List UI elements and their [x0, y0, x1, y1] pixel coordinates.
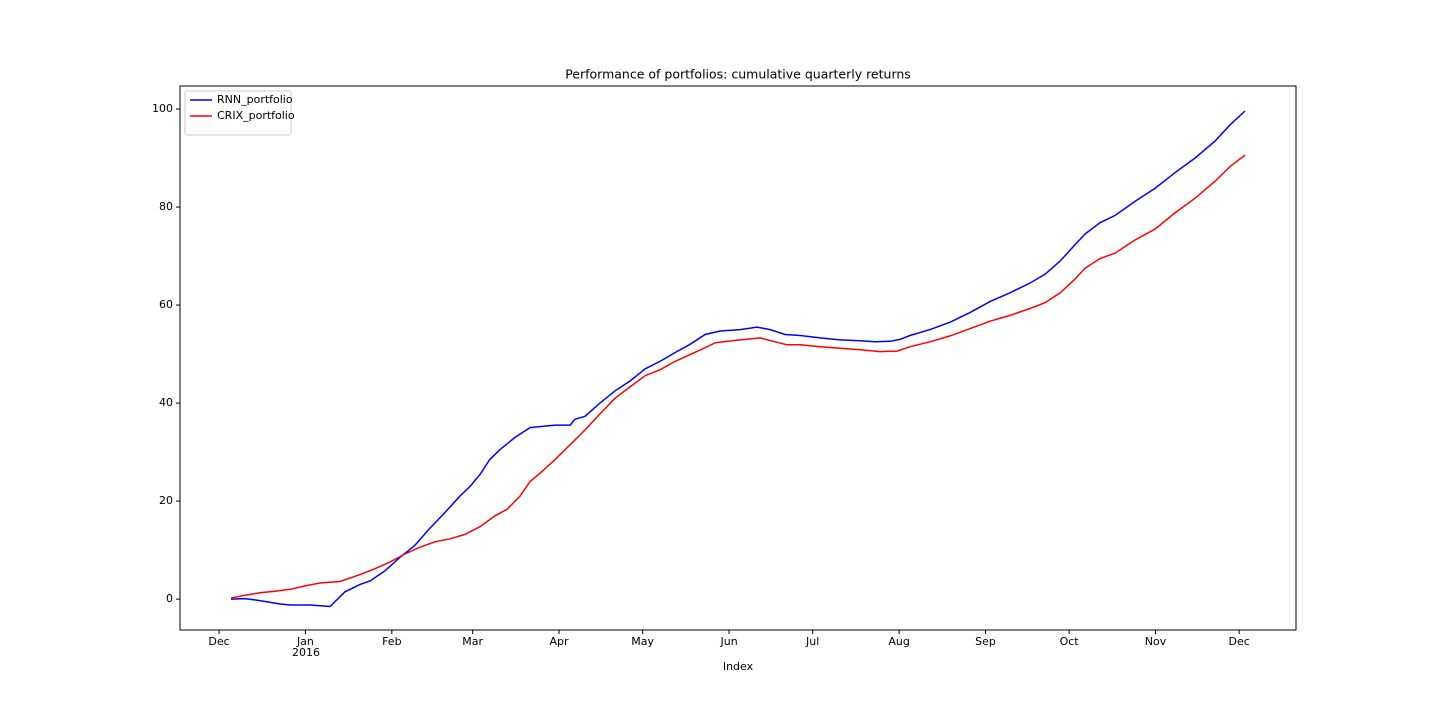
legend-box — [184, 90, 292, 136]
x-tick-label: Dec — [208, 635, 229, 648]
series-line — [230, 154, 1246, 599]
x-tick-label: May — [631, 635, 654, 648]
y-tick-label: 40 — [159, 396, 173, 409]
x-tick-label: Jun — [719, 635, 737, 648]
x-axis-label: Index — [723, 660, 754, 673]
x-tick-sublabel: 2016 — [292, 646, 320, 659]
x-tick-label: Nov — [1145, 635, 1167, 648]
x-tick-label: Apr — [550, 635, 570, 648]
y-tick-label: 0 — [166, 592, 173, 605]
x-tick-label: Sep — [975, 635, 996, 648]
legend-label: CRIX_portfolio — [217, 109, 295, 122]
plot-frame — [179, 85, 1297, 631]
y-tick-label: 60 — [159, 298, 173, 311]
x-tick-label: Aug — [888, 635, 909, 648]
chart-title: Performance of portfolios: cumulative qu… — [565, 67, 911, 82]
legend-label: RNN_portfolio — [217, 93, 293, 106]
x-tick-label: Oct — [1060, 635, 1080, 648]
y-tick-label: 20 — [159, 494, 173, 507]
x-tick-label: Mar — [462, 635, 483, 648]
y-tick-label: 80 — [159, 200, 173, 213]
x-tick-label: Jul — [805, 635, 819, 648]
x-tick-label: Dec — [1228, 635, 1249, 648]
x-tick-label: Feb — [382, 635, 401, 648]
y-tick-label: 100 — [152, 102, 173, 115]
x-tick-label: Jan — [296, 635, 314, 648]
